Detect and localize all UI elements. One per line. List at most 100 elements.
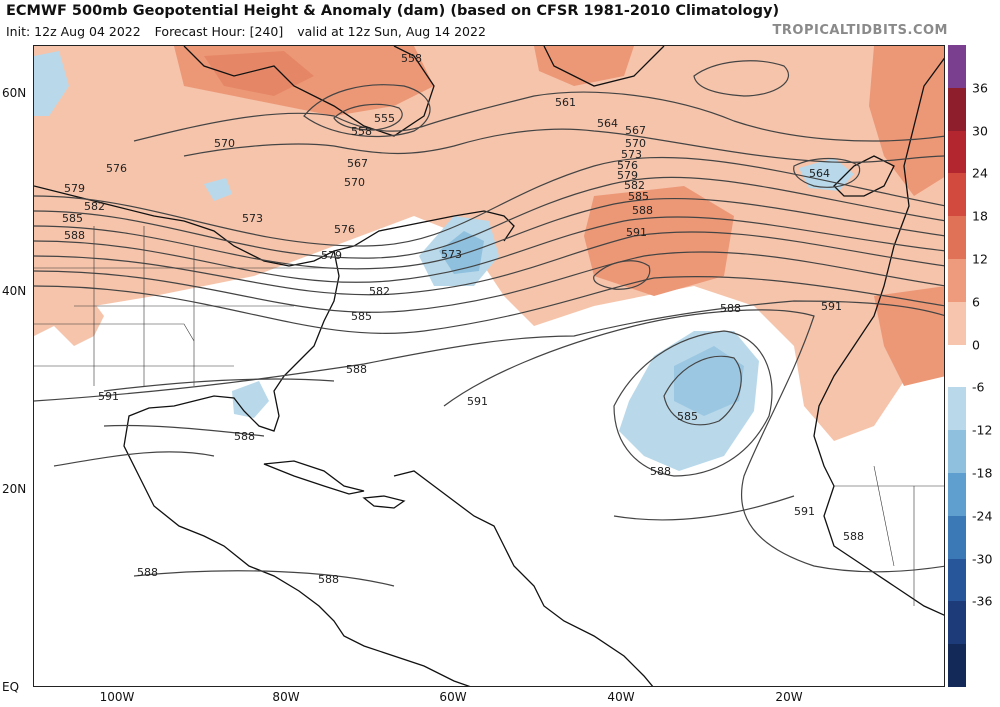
- contour-label-567-west: 567: [347, 157, 368, 170]
- positive-anomaly-core-3: [534, 46, 634, 86]
- map-subtitle: Init: 12z Aug 04 2022 Forecast Hour: [24…: [6, 24, 496, 39]
- contour-label-564-east: 564: [597, 117, 618, 130]
- anomaly-colorbar: [948, 45, 966, 688]
- contour-label-588-west: 588: [64, 229, 85, 242]
- contour-label-588-gulf: 588: [234, 430, 255, 443]
- positive-anomaly-core-4: [584, 186, 734, 296]
- lon-label-100w: 100W: [99, 690, 135, 704]
- colorbar-segment: [948, 644, 966, 688]
- source-watermark: TROPICALTIDBITS.COM: [772, 23, 948, 38]
- contour-label-579-mid: 579: [321, 249, 342, 262]
- contour-label-579-west: 579: [64, 182, 85, 195]
- colorbar-segment: [948, 387, 966, 431]
- negative-anomaly-atlantic-core: [674, 346, 744, 416]
- colorbar-segment: [948, 87, 966, 132]
- colorbar-tick-label: -36: [972, 593, 993, 609]
- contour-label-570: 570: [625, 137, 646, 150]
- contour-label-588-sa: 588: [318, 573, 339, 586]
- colorbar-segment: [948, 515, 966, 560]
- negative-anomaly-newfoundland-core: [439, 231, 484, 274]
- contour-label-585-low: 585: [677, 410, 698, 423]
- colorbar-segment: [948, 601, 966, 645]
- contour-label-555: 555: [374, 112, 395, 125]
- contour-label-591-mid: 591: [467, 395, 488, 408]
- valid-time: valid at 12z Sun, Aug 14 2022: [297, 24, 486, 39]
- lat-label-eq: EQ: [2, 680, 20, 694]
- contour-label-591: 591: [626, 226, 647, 239]
- contour-label-588-africa: 588: [843, 530, 864, 543]
- forecast-hour: Forecast Hour: [240]: [154, 24, 284, 39]
- contour-label-585-mid: 585: [351, 310, 372, 323]
- colorbar-tick-label: 6: [972, 294, 980, 310]
- lon-label-20w: 20W: [775, 690, 803, 704]
- colorbar-tick-label: -6: [972, 379, 985, 395]
- contour-label-582-west: 582: [84, 200, 105, 213]
- contour-label-576-mid: 576: [334, 223, 355, 236]
- contour-label-585: 585: [628, 190, 649, 203]
- height-contours: [34, 60, 944, 587]
- positive-anomaly-west: [34, 276, 104, 346]
- contour-label-582-mid: 582: [369, 285, 390, 298]
- contour-label-558: 558: [351, 125, 372, 138]
- contour-label-588-low: 588: [650, 465, 671, 478]
- negative-anomaly-hudson: [204, 178, 232, 201]
- contour-label-591-east: 591: [821, 300, 842, 313]
- colorbar-tick-label: -30: [972, 551, 993, 567]
- map-panel: 558 555 558 561 564 564 567 567 570 570 …: [33, 45, 945, 687]
- negative-anomaly-europe: [799, 158, 854, 191]
- colorbar-tick-label: -12: [972, 422, 993, 438]
- colorbar-segment: [948, 301, 966, 346]
- colorbar-tick-label: 12: [972, 251, 988, 267]
- lon-label-60w: 60W: [439, 690, 467, 704]
- colorbar-segment: [948, 473, 966, 517]
- colorbar-segment: [948, 344, 966, 388]
- contour-label-564-europe: 564: [809, 167, 830, 180]
- colorbar-segment: [948, 173, 966, 217]
- colorbar-tick-label: 36: [972, 80, 988, 96]
- contour-label-588: 588: [632, 204, 653, 217]
- contour-label-567: 567: [625, 124, 646, 137]
- anomaly-shading: [34, 46, 944, 471]
- colorbar-tick-label: 30: [972, 123, 988, 139]
- contour-label-579: 579: [617, 169, 638, 182]
- contour-label-573: 573: [621, 148, 642, 161]
- colorbar-segment: [948, 430, 966, 474]
- contour-label-570-mid: 570: [344, 176, 365, 189]
- lon-label-40w: 40W: [607, 690, 635, 704]
- colorbar-tick-label: -18: [972, 465, 993, 481]
- contour-label-576: 576: [617, 159, 638, 172]
- colorbar-segment: [948, 45, 966, 89]
- colorbar-segment: [948, 130, 966, 174]
- contour-label-588-carib: 588: [137, 566, 158, 579]
- colorbar-tick-label: -24: [972, 508, 993, 524]
- contour-label-591-se: 591: [794, 505, 815, 518]
- positive-anomaly-core-2: [204, 51, 314, 96]
- negative-anomaly-nw: [34, 51, 69, 116]
- contour-label-573-nf: 573: [441, 248, 462, 261]
- contour-label-570-west: 570: [214, 137, 235, 150]
- contour-label-582: 582: [624, 179, 645, 192]
- contour-label-591-west: 591: [98, 390, 119, 403]
- colorbar-tick-label: 18: [972, 208, 988, 224]
- contour-label-588-mid: 588: [346, 363, 367, 376]
- contour-label-573-west: 573: [242, 212, 263, 225]
- negative-anomaly-florida: [232, 381, 269, 418]
- lat-label-60n: 60N: [2, 86, 27, 100]
- init-time: Init: 12z Aug 04 2022: [6, 24, 141, 39]
- colorbar-segment: [948, 216, 966, 260]
- lat-label-20n: 20N: [2, 482, 27, 496]
- contour-label-585-west: 585: [62, 212, 83, 225]
- contour-labels: 558 555 558 561 564 564 567 567 570 570 …: [62, 52, 864, 586]
- map-title: ECMWF 500mb Geopotential Height & Anomal…: [6, 3, 780, 19]
- contour-label-558-north: 558: [401, 52, 422, 65]
- contour-label-588-atl: 588: [720, 302, 741, 315]
- colorbar-tick-label: 24: [972, 165, 988, 181]
- colorbar-tick-label: 0: [972, 337, 980, 353]
- colorbar-segment: [948, 558, 966, 602]
- political-borders: [34, 226, 944, 606]
- contour-label-561: 561: [555, 96, 576, 109]
- colorbar-segment: [948, 259, 966, 303]
- lon-label-80w: 80W: [272, 690, 300, 704]
- map-canvas: 558 555 558 561 564 564 567 567 570 570 …: [34, 46, 944, 686]
- contour-label-576-west: 576: [106, 162, 127, 175]
